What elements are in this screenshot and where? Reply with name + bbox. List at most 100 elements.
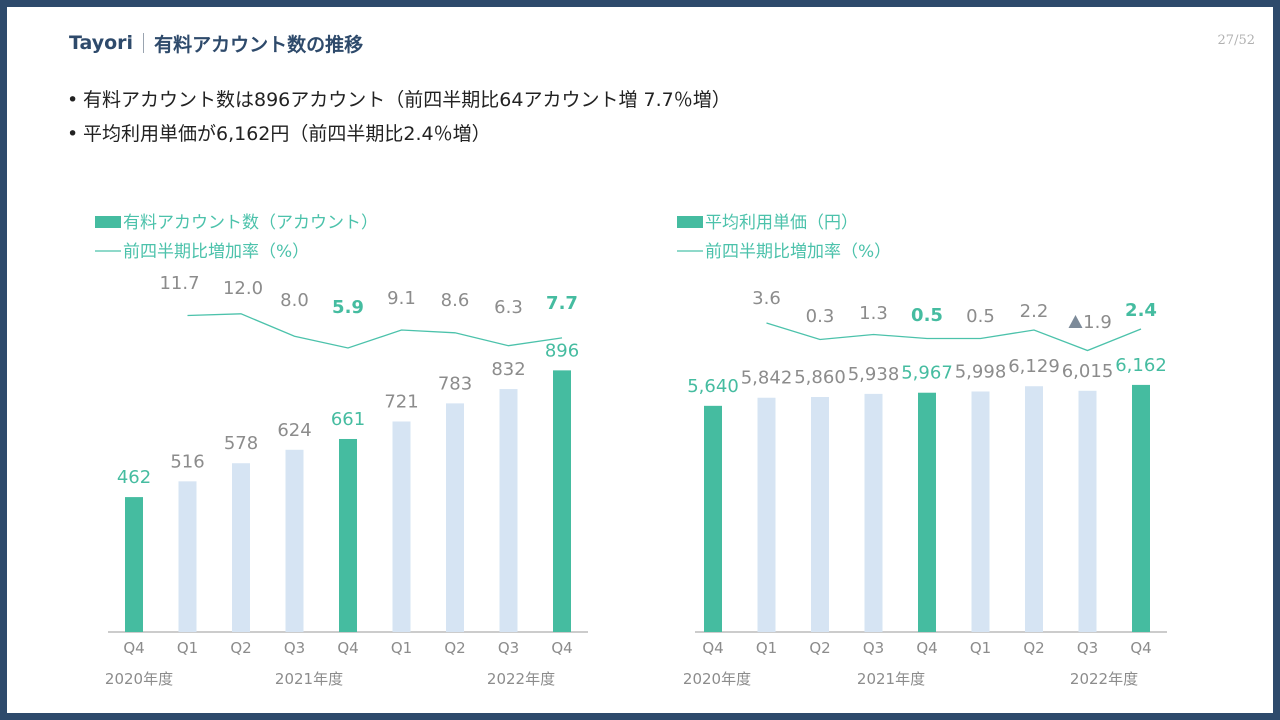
bar xyxy=(811,397,829,632)
growth-rate-label: 3.6 xyxy=(752,288,781,309)
x-tick-label: Q3 xyxy=(1077,639,1098,657)
x-tick-label: Q2 xyxy=(230,639,251,657)
growth-rate-label: 2.2 xyxy=(1020,301,1049,322)
legend-swatch-bar xyxy=(677,216,703,228)
bar xyxy=(1078,390,1097,632)
legend-label-bar: 有料アカウント数（アカウント） xyxy=(123,213,378,233)
bullet-text: 平均利用単価が6,162円（前四半期比2.4％増） xyxy=(83,123,491,145)
x-tick-label: Q2 xyxy=(444,639,465,657)
x-tick-label: Q2 xyxy=(1023,639,1044,657)
legend-label-line: 前四半期比増加率（%） xyxy=(705,242,891,262)
year-label: 2021年度 xyxy=(275,670,343,688)
legend-swatch-bar xyxy=(95,216,121,228)
legend-label-bar: 平均利用単価（円） xyxy=(705,213,858,233)
x-tick-label: Q4 xyxy=(551,639,572,657)
legend-label-line: 前四半期比増加率（%） xyxy=(123,242,309,262)
decrease-marker xyxy=(1068,315,1083,328)
bar xyxy=(446,403,464,632)
growth-rate-label: 1.3 xyxy=(859,303,888,324)
bar-value-label: 5,967 xyxy=(901,363,953,384)
growth-rate-line xyxy=(766,322,1142,352)
x-tick-label: Q3 xyxy=(498,639,519,657)
year-label: 2022年度 xyxy=(1070,670,1138,688)
growth-rate-label: 2.4 xyxy=(1125,300,1157,321)
bar xyxy=(392,421,411,632)
year-label: 2020年度 xyxy=(683,670,751,688)
bullet-dot: • xyxy=(67,123,79,145)
bullet-item: • 有料アカウント数は896アカウント（前四半期比64アカウント増 7.7％増） xyxy=(67,85,731,119)
growth-rate-label: 11.7 xyxy=(159,273,199,294)
bar-value-label: 5,640 xyxy=(687,376,739,397)
x-tick-label: Q3 xyxy=(284,639,305,657)
slide-header: Tayori 有料アカウント数の推移 xyxy=(69,29,363,57)
bar xyxy=(339,438,357,632)
bar-value-label: 5,998 xyxy=(955,361,1007,382)
bar-value-label: 6,162 xyxy=(1115,355,1167,376)
growth-rate-label: 7.7 xyxy=(546,293,578,314)
growth-rate-label: 6.3 xyxy=(494,297,523,318)
bar xyxy=(285,449,304,632)
bar-value-label: 516 xyxy=(170,451,204,472)
x-tick-label: Q4 xyxy=(702,639,723,657)
growth-rate-line xyxy=(187,313,563,349)
bar-value-label: 5,938 xyxy=(848,364,900,385)
growth-rate-label: 0.5 xyxy=(911,305,943,326)
growth-rate-label: 1.9 xyxy=(1083,312,1112,333)
bar-value-label: 783 xyxy=(438,373,472,394)
x-tick-label: Q3 xyxy=(863,639,884,657)
x-tick-label: Q4 xyxy=(916,639,937,657)
x-tick-label: Q1 xyxy=(177,639,198,657)
bar-value-label: 5,842 xyxy=(741,368,793,389)
bar-value-label: 578 xyxy=(224,433,258,454)
bar-value-label: 6,129 xyxy=(1008,356,1060,377)
x-tick-label: Q4 xyxy=(1130,639,1151,657)
bar xyxy=(1025,386,1043,632)
x-tick-label: Q1 xyxy=(970,639,991,657)
bullet-list: • 有料アカウント数は896アカウント（前四半期比64アカウント増 7.7％増） … xyxy=(67,85,731,153)
brand-name: Tayori xyxy=(69,32,134,54)
growth-rate-label: 5.9 xyxy=(332,297,364,318)
growth-rate-label: 8.0 xyxy=(280,290,309,311)
x-tick-label: Q2 xyxy=(809,639,830,657)
bar xyxy=(125,497,143,632)
x-tick-label: Q4 xyxy=(337,639,358,657)
paid-accounts-chart: 有料アカウント数（アカウント） 前四半期比増加率（%） 462 Q4 516 Q1 578 Q… xyxy=(95,213,588,688)
bar xyxy=(553,370,571,632)
bar xyxy=(971,391,990,632)
slide-title: 有料アカウント数の推移 xyxy=(154,33,364,56)
x-tick-label: Q1 xyxy=(756,639,777,657)
bar xyxy=(178,481,197,632)
bar xyxy=(918,392,936,632)
x-tick-label: Q4 xyxy=(123,639,144,657)
bullet-dot: • xyxy=(67,89,79,111)
growth-rate-label: 8.6 xyxy=(441,290,470,311)
year-label: 2020年度 xyxy=(105,670,173,688)
bar xyxy=(232,463,250,632)
bar-value-label: 5,860 xyxy=(794,367,846,388)
bar xyxy=(864,393,883,632)
bar xyxy=(499,389,518,632)
page-number: 27/52 xyxy=(1217,33,1255,48)
growth-rate-label: 12.0 xyxy=(223,278,263,299)
x-tick-label: Q1 xyxy=(391,639,412,657)
bar-value-label: 832 xyxy=(491,359,525,380)
bar-value-label: 6,015 xyxy=(1062,361,1114,382)
bar-value-label: 624 xyxy=(277,420,311,441)
bar xyxy=(757,397,776,632)
year-label: 2021年度 xyxy=(857,670,925,688)
bar-value-label: 661 xyxy=(331,409,365,430)
bar-value-label: 896 xyxy=(545,340,579,361)
bar-value-label: 462 xyxy=(117,467,151,488)
growth-rate-label: 9.1 xyxy=(387,288,416,309)
bar xyxy=(704,405,722,632)
growth-rate-label: 0.3 xyxy=(806,306,835,327)
bar xyxy=(1132,384,1150,632)
bar-value-label: 721 xyxy=(384,391,418,412)
header-divider xyxy=(143,33,145,53)
bullet-item: • 平均利用単価が6,162円（前四半期比2.4％増） xyxy=(67,119,731,153)
growth-rate-label: 0.5 xyxy=(966,306,995,327)
bullet-text: 有料アカウント数は896アカウント（前四半期比64アカウント増 7.7％増） xyxy=(83,89,731,111)
year-label: 2022年度 xyxy=(487,670,555,688)
